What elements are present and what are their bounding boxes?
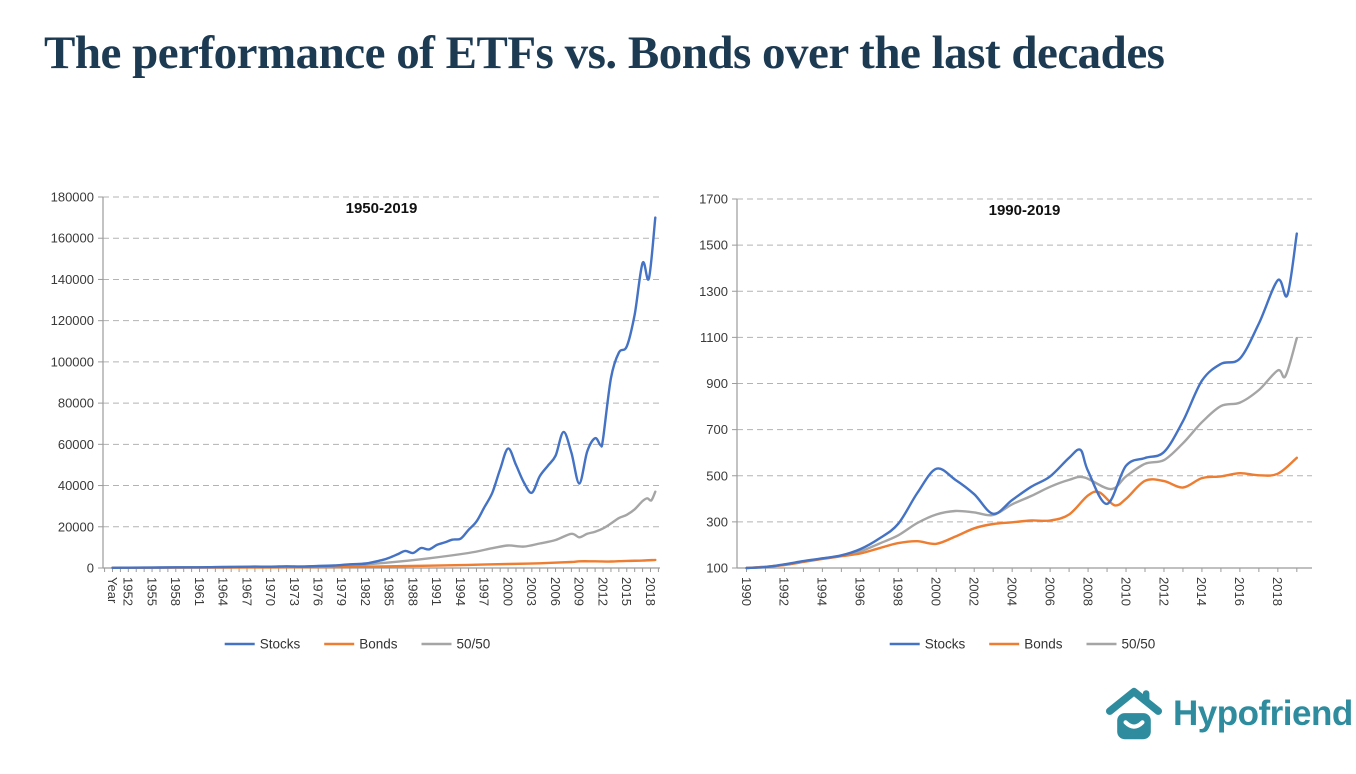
x-tick-label: 1967 [239,577,254,606]
50-50-line [745,336,1298,570]
x-tick-label: 1990 [739,577,754,606]
y-tick-label: 0 [87,561,94,576]
x-tick-label: 1964 [216,577,231,606]
x-tick-label: 2002 [967,577,982,606]
chart-title: 1990-2019 [989,202,1061,219]
x-tick-label: 1992 [777,577,792,606]
legend-label: 50/50 [1121,637,1155,652]
x-tick-label: 2006 [548,577,563,606]
y-tick-label: 1500 [700,238,728,253]
y-tick-label: 80000 [58,396,94,411]
legend-label: 50/50 [456,637,490,652]
y-tick-label: 700 [706,422,728,437]
x-tick-label: 2014 [1194,577,1209,606]
legend: Stocks Bonds 50/50 [224,637,490,652]
x-tick-label: 1976 [311,577,326,606]
x-axis-labels: 1990 1992 1994 1996 1998 2000 2002 2004 2006 2008… [739,577,1285,606]
y-axis-labels: 0 20000 40000 60000 80000 100000 120000 140000 1… [51,190,94,576]
y-tick-label: 20000 [58,519,94,534]
x-tick-label: 1985 [382,577,397,606]
logo-text: Hypofriend [1173,694,1353,733]
x-tick-label: 2015 [619,577,634,606]
legend-label: Bonds [359,637,398,652]
bonds-line [745,456,1298,570]
x-tick-label: 2018 [643,577,658,606]
y-tick-label: 1300 [700,284,728,299]
y-tick-label: 180000 [51,190,94,205]
chart-1990-2019: 100 300 500 700 900 1100 1300 1500 1700 1990 1992 1… [699,185,1345,665]
axes [736,199,1312,572]
smile-shape [1123,720,1145,729]
x-tick-label: 1955 [144,577,159,606]
series-lines [745,232,1298,570]
y-axis-labels: 100 300 500 700 900 1100 1300 1500 1700 [699,192,728,576]
x-tick-label: 1961 [192,577,207,606]
y-tick-label: 160000 [51,231,94,246]
x-tick-label: 2004 [1005,577,1020,606]
legend: Stocks Bonds 50/50 [889,637,1155,652]
y-tick-label: 120000 [51,313,94,328]
legend-label: Stocks [925,637,966,652]
y-gridlines [732,198,1312,569]
x-tick-label: 2012 [595,577,610,606]
x-tick-label: 1996 [853,577,868,606]
y-tick-label: 1100 [700,330,728,345]
hypofriend-logo: Hypofriend [1106,684,1353,744]
x-tick-label: 2009 [572,577,587,606]
x-tick-label: 2016 [1232,577,1247,606]
x-tick-label: 2012 [1156,577,1171,606]
y-tick-label: 100000 [51,354,94,369]
x-tick-label: 1994 [815,577,830,606]
x-tick-label: 2018 [1270,577,1285,606]
x-tick-label: 1982 [358,577,373,606]
y-gridlines [98,196,660,569]
y-tick-label: 40000 [58,478,94,493]
x-tick-label: 2008 [1080,577,1095,606]
stocks-line [111,216,657,569]
x-tick-label: 1958 [168,577,183,606]
x-tick-label: 1997 [477,577,492,606]
x-tick-label: 1994 [453,577,468,606]
x-tick-label: 2010 [1118,577,1133,606]
x-tick-label: 2000 [929,577,944,606]
y-tick-label: 60000 [58,437,94,452]
chart-1950-2019: 0 20000 40000 60000 80000 100000 120000 140000 1… [30,185,685,665]
legend-label: Stocks [260,637,301,652]
50-50-line [111,490,657,569]
y-tick-label: 100 [706,561,728,576]
legend-label: Bonds [1024,637,1063,652]
y-tick-label: 300 [706,514,728,529]
x-tick-label: 2000 [500,577,515,606]
x-tick-label: Year [105,577,120,604]
x-tick-label: 1952 [121,577,136,606]
y-tick-label: 500 [706,468,728,483]
y-tick-label: 900 [706,376,728,391]
x-tick-label: 1979 [334,577,349,606]
stocks-line [745,232,1298,570]
slide-title: The performance of ETFs vs. Bonds over t… [44,27,1165,79]
x-tick-label: 1970 [263,577,278,606]
x-tick-label: 1988 [405,577,420,606]
x-tick-label: 2006 [1042,577,1057,606]
house-smile-icon [1106,687,1162,740]
y-tick-label: 1700 [700,192,728,207]
y-tick-label: 140000 [51,272,94,287]
axes [102,197,660,572]
x-tick-label: 1998 [891,577,906,606]
x-tick-label: 2003 [524,577,539,606]
x-tick-label: 1991 [429,577,444,606]
series-lines [111,216,657,569]
chart-title: 1950-2019 [346,200,418,217]
roof-shape [1106,687,1162,715]
chart-1950-2019-svg: 0 20000 40000 60000 80000 100000 120000 140000 1… [51,190,660,652]
x-axis-labels: Year 1952 1955 1958 1961 1964 1967 1970 1973 1976… [105,577,658,606]
x-tick-label: 1973 [287,577,302,606]
